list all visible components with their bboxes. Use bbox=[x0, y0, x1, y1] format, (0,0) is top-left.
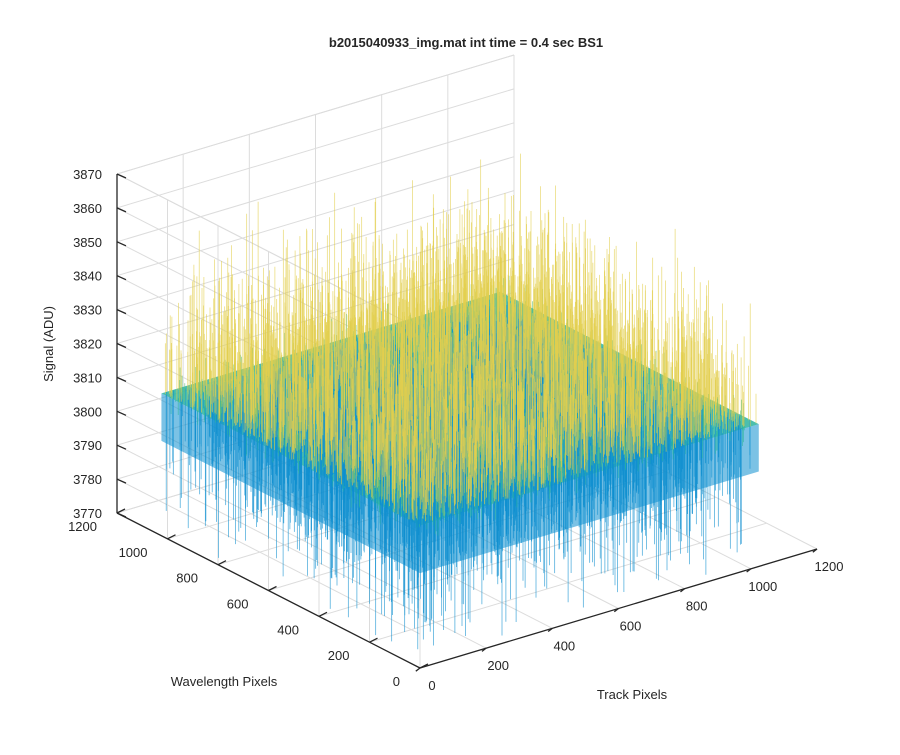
surface-data bbox=[161, 154, 758, 650]
